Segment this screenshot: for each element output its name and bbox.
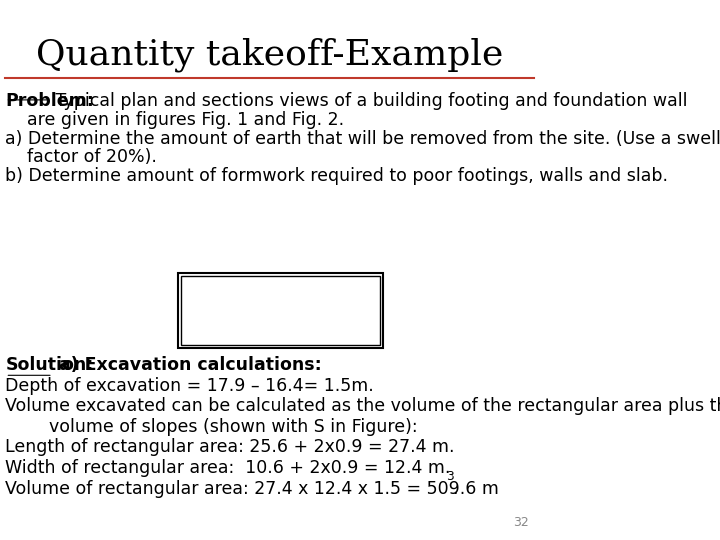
- Text: 3: 3: [446, 470, 454, 483]
- Text: factor of 20%).: factor of 20%).: [5, 148, 157, 166]
- Text: Length of rectangular area: 25.6 + 2x0.9 = 27.4 m.: Length of rectangular area: 25.6 + 2x0.9…: [5, 438, 455, 456]
- Text: Typical plan and sections views of a building footing and foundation wall: Typical plan and sections views of a bui…: [50, 92, 688, 110]
- Text: Depth of excavation = 17.9 – 16.4= 1.5m.: Depth of excavation = 17.9 – 16.4= 1.5m.: [5, 377, 374, 395]
- Bar: [178, 273, 383, 348]
- Text: b) Determine amount of formwork required to poor footings, walls and slab.: b) Determine amount of formwork required…: [5, 167, 668, 185]
- Text: a) Excavation calculations:: a) Excavation calculations:: [53, 356, 322, 374]
- Text: Volume of rectangular area: 27.4 x 12.4 x 1.5 = 509.6 m: Volume of rectangular area: 27.4 x 12.4 …: [5, 480, 499, 497]
- Bar: [181, 276, 379, 345]
- Text: a) Determine the amount of earth that will be removed from the site. (Use a swel: a) Determine the amount of earth that wi…: [5, 130, 720, 147]
- Text: 32: 32: [513, 516, 528, 529]
- Text: Quantity takeoff-Example: Quantity takeoff-Example: [36, 38, 503, 72]
- Text: are given in figures Fig. 1 and Fig. 2.: are given in figures Fig. 1 and Fig. 2.: [5, 111, 344, 129]
- Text: Width of rectangular area:  10.6 + 2x0.9 = 12.4 m.: Width of rectangular area: 10.6 + 2x0.9 …: [5, 459, 451, 477]
- Text: Volume excavated can be calculated as the volume of the rectangular area plus th: Volume excavated can be calculated as th…: [5, 397, 720, 415]
- Text: Problem:: Problem:: [5, 92, 94, 110]
- Text: volume of slopes (shown with S in Figure):: volume of slopes (shown with S in Figure…: [5, 418, 418, 436]
- Text: .: .: [452, 480, 457, 497]
- Text: Solution:: Solution:: [5, 356, 94, 374]
